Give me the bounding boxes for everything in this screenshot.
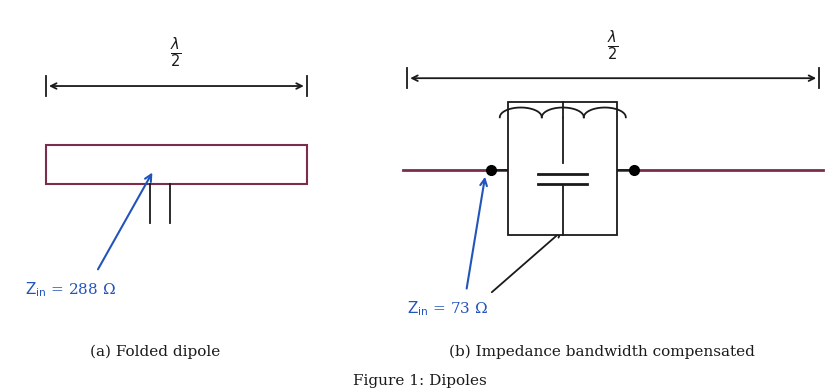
Text: $\frac{\lambda}{2}$: $\frac{\lambda}{2}$ [171, 36, 182, 70]
Text: Figure 1: Dipoles: Figure 1: Dipoles [353, 374, 487, 388]
Text: (b) Impedance bandwidth compensated: (b) Impedance bandwidth compensated [449, 345, 755, 359]
Text: $\mathrm{Z}_{\mathrm{in}}$ = 73 Ω: $\mathrm{Z}_{\mathrm{in}}$ = 73 Ω [407, 300, 489, 318]
Text: (a) Folded dipole: (a) Folded dipole [90, 345, 221, 359]
Bar [46, 145, 307, 184]
Bar [508, 102, 617, 235]
Text: $\frac{\lambda}{2}$: $\frac{\lambda}{2}$ [607, 28, 619, 63]
Text: $\mathrm{Z}_{\mathrm{in}}$ = 288 Ω: $\mathrm{Z}_{\mathrm{in}}$ = 288 Ω [25, 280, 116, 299]
